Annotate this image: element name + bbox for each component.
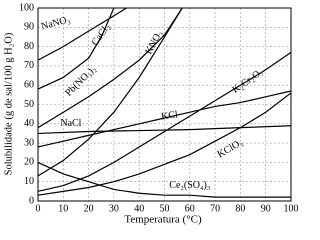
series-label: KNO₃ <box>143 29 165 56</box>
y-tick-label: 30 <box>24 137 34 148</box>
x-tick-label: 80 <box>235 203 245 214</box>
series-label: CaCl₂ <box>90 22 113 48</box>
x-tick-label: 20 <box>84 203 94 214</box>
series-line <box>37 7 127 61</box>
y-tick-label: 70 <box>24 60 34 71</box>
y-tick-label: 90 <box>24 22 34 33</box>
x-tick-label: 0 <box>36 203 41 214</box>
y-axis-label: Solubilidade (g de sal/100 g H₂O) <box>3 32 14 175</box>
y-tick-label: 60 <box>24 79 34 90</box>
x-tick-label: 10 <box>58 203 68 214</box>
series-label: K₂Cr₂O₇ <box>230 67 265 96</box>
series-line <box>37 7 115 90</box>
x-tick-label: 70 <box>210 203 220 214</box>
series-line <box>37 92 292 196</box>
series-line <box>37 125 292 135</box>
x-tick-label: 90 <box>261 203 271 214</box>
x-tick-label: 50 <box>160 203 170 214</box>
page: Temperatura (°C) Solubilidade (g de sal/… <box>3 2 299 226</box>
y-tick-label: 40 <box>24 118 34 129</box>
series-line <box>37 161 291 198</box>
y-tick-label: 10 <box>24 176 34 187</box>
chart: Temperatura (°C) Solubilidade (g de sal/… <box>3 2 299 226</box>
series-label: NaNO₃ <box>40 14 71 32</box>
x-tick-label: 60 <box>185 203 195 214</box>
series-line <box>37 7 183 129</box>
series-label: NaCl <box>60 118 81 129</box>
y-tick-label: 20 <box>24 157 34 168</box>
series-label: Ce₂(SO₄)₃ <box>169 180 210 191</box>
plot-frame <box>37 7 292 202</box>
x-tick-label: 100 <box>284 203 299 214</box>
x-axis-label: Temperatura (°C) <box>124 214 202 226</box>
x-tick-label: 40 <box>134 203 144 214</box>
y-tick-label: 50 <box>24 99 34 110</box>
y-tick-label: 100 <box>19 2 34 13</box>
series-line <box>37 7 183 177</box>
series-label: KCl <box>161 109 179 122</box>
y-tick-label: 0 <box>29 195 34 206</box>
x-tick-label: 30 <box>109 203 119 214</box>
y-tick-label: 80 <box>24 41 34 52</box>
series-line <box>37 90 292 148</box>
